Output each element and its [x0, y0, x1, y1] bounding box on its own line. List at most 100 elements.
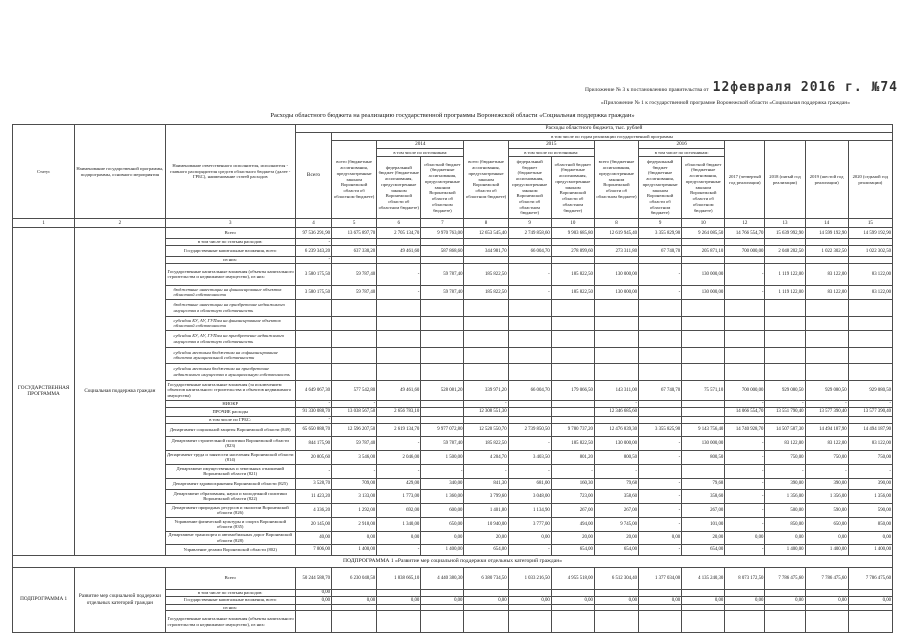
- cell-value: -: [724, 435, 766, 451]
- row-label: Всего: [164, 227, 296, 239]
- cell-value: [638, 298, 683, 317]
- cell-value: 2 656 783,10: [376, 406, 422, 417]
- cell-value: 1 400,00: [420, 543, 465, 556]
- cell-value: [724, 610, 766, 633]
- cell-value: 1 119 122,00: [764, 284, 806, 300]
- cell-value: -: [804, 399, 849, 408]
- cell-value: 1 500,00: [420, 449, 465, 465]
- cell-value: [724, 588, 766, 597]
- cell-value: [681, 415, 726, 424]
- cell-value: [724, 238, 766, 246]
- cell-value: 390,00: [804, 477, 849, 490]
- cell-value: 67 740,70: [638, 379, 683, 401]
- cell-value: -: [724, 502, 766, 518]
- row-label: Управление физической культуры и спорта …: [164, 516, 296, 532]
- cell-value: 600,00: [420, 502, 465, 518]
- cell-value: [507, 610, 552, 633]
- cell-value: [550, 610, 595, 633]
- cell-value: -: [638, 435, 683, 451]
- cell-value: [764, 346, 806, 364]
- table-row: из них: -: [13, 256, 894, 264]
- table-row: в том числе по статьям расходов: -: [13, 238, 894, 246]
- header-by-sources-2015: в том числе по источникам:: [507, 148, 595, 157]
- column-number: 8: [593, 218, 640, 228]
- cell-value: 6 380 734,50: [463, 566, 509, 590]
- cell-value: 800,50: [593, 449, 640, 465]
- cell-value: 654,00: [463, 543, 509, 556]
- header-year-2016: 2016: [638, 140, 726, 149]
- cell-value: 1 033 216,50: [507, 566, 552, 590]
- cell-value: 13 038 567,50: [331, 406, 378, 417]
- column-number: 4: [294, 218, 333, 228]
- cell-value: [593, 315, 640, 331]
- cell-value: 130 000,00: [681, 284, 726, 300]
- row-label: бюджетные инвестиции на финансирование о…: [164, 284, 296, 300]
- cell-value: 83 122,00: [847, 435, 894, 451]
- cell-value: [681, 610, 726, 633]
- cell-value: 7 786 475,60: [764, 566, 806, 590]
- cell-value: [463, 329, 509, 348]
- cell-value: [463, 610, 509, 633]
- table-body: ГОСУДАРСТВЕННАЯ ПРОГРАММА Социальная подд…: [11, 227, 894, 633]
- cell-value: -: [638, 543, 683, 556]
- header-executor: Наименование ответственного исполнителя,…: [164, 124, 296, 219]
- cell-value: [550, 298, 595, 317]
- row-label: Государственные капитальные вложения, вс…: [164, 245, 296, 257]
- annex-date-stamp: 12февраля 2016 г. №74: [712, 80, 898, 95]
- cell-value: 14 740 928,70: [724, 422, 766, 437]
- cell-value: 1 022 302,50: [804, 245, 849, 257]
- cell-value: [804, 415, 849, 424]
- cell-value: 654,00: [681, 543, 726, 556]
- table-row: субсидии БУ, АУ, ГУПам на приобретение н…: [13, 329, 894, 348]
- cell-value: -: [724, 449, 766, 465]
- table-row: Государственные капитальные вложения (об…: [13, 610, 894, 633]
- cell-value: [463, 588, 509, 597]
- cell-value: 1 773,00: [376, 488, 422, 504]
- cell-value: 59 787,40: [331, 262, 378, 286]
- cell-value: 1 356,00: [847, 488, 894, 504]
- cell-value: [376, 610, 422, 633]
- cell-value: [331, 346, 378, 364]
- cell-value: [681, 399, 726, 408]
- cell-value: [638, 406, 683, 417]
- cell-value: [681, 238, 726, 246]
- cell-value: [847, 415, 894, 424]
- cell-value: 75 571,10: [681, 379, 726, 401]
- cell-value: 4 649 067,30: [294, 379, 333, 401]
- cell-value: 4 336,20: [294, 502, 333, 518]
- cell-value: -: [463, 463, 509, 479]
- cell-value: 709,00: [331, 477, 378, 490]
- cell-value: 2 046,00: [376, 449, 422, 465]
- row-label: Управление делами Воронежской области (8…: [164, 543, 296, 556]
- cell-value: [847, 298, 894, 317]
- cell-value: 3 048,00: [507, 488, 552, 504]
- cell-value: 3 546,00: [331, 449, 378, 465]
- cell-value: 83 122,00: [847, 284, 894, 300]
- cell-value: -: [638, 488, 683, 504]
- cell-value: 20 145,00: [294, 516, 333, 532]
- cell-value: 185 822,50: [550, 262, 595, 286]
- row-label: Государственные капитальные вложения (за…: [164, 379, 296, 401]
- cell-value: [420, 315, 465, 331]
- cell-value: [507, 298, 552, 317]
- cell-value: 2 048 202,50: [764, 245, 806, 257]
- cell-value: 3 777,00: [507, 516, 552, 532]
- cell-value: [550, 362, 595, 381]
- cell-value: 0,00: [294, 595, 333, 605]
- cell-value: [681, 346, 726, 364]
- cell-value: 4 440 380,30: [420, 566, 465, 590]
- cell-value: -: [638, 284, 683, 300]
- cell-value: [550, 588, 595, 597]
- column-number: 6: [376, 218, 422, 228]
- header-2014-total: всего (бюджетные ассигнования, предусмот…: [331, 140, 378, 219]
- cell-value: -: [331, 399, 378, 408]
- cell-value: 185 822,50: [550, 284, 595, 300]
- cell-value: 6 230 048,50: [331, 566, 378, 590]
- cell-value: 59 787,40: [331, 284, 378, 300]
- cell-value: 14 494 187,90: [847, 422, 894, 437]
- cell-value: [420, 406, 465, 417]
- cell-value: 9 143 756,40: [681, 422, 726, 437]
- cell-value: [593, 329, 640, 348]
- cell-value: [507, 406, 552, 417]
- cell-value: [764, 415, 806, 424]
